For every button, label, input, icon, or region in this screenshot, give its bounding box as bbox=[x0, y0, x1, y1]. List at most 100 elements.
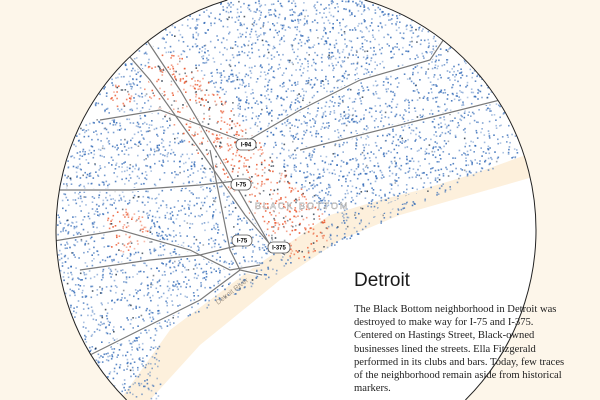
population-dot bbox=[325, 40, 327, 42]
population-dot bbox=[70, 271, 72, 274]
population-dot bbox=[495, 124, 497, 127]
population-dot bbox=[166, 285, 169, 288]
population-dot bbox=[152, 279, 154, 281]
population-dot bbox=[292, 136, 294, 138]
population-dot bbox=[312, 187, 314, 190]
population-dot bbox=[152, 92, 154, 94]
population-dot bbox=[288, 210, 291, 213]
population-dot bbox=[320, 38, 323, 40]
population-dot bbox=[323, 22, 325, 24]
population-dot bbox=[314, 4, 316, 6]
population-dot bbox=[458, 96, 460, 98]
population-dot bbox=[139, 143, 142, 145]
population-dot bbox=[75, 221, 78, 223]
population-dot bbox=[419, 26, 421, 28]
population-dot bbox=[340, 170, 342, 173]
population-dot bbox=[108, 183, 111, 186]
population-dot bbox=[148, 65, 150, 68]
population-dot bbox=[241, 50, 243, 53]
population-dot bbox=[80, 210, 82, 212]
population-dot bbox=[344, 56, 346, 59]
population-dot bbox=[168, 287, 171, 290]
population-dot bbox=[362, 87, 364, 89]
population-dot bbox=[403, 207, 406, 209]
population-dot bbox=[82, 150, 84, 153]
population-dot bbox=[365, 173, 367, 175]
population-dot bbox=[231, 16, 233, 19]
population-dot bbox=[454, 117, 456, 119]
population-dot bbox=[175, 78, 177, 80]
population-dot bbox=[140, 110, 142, 113]
population-dot bbox=[80, 238, 83, 241]
population-dot bbox=[462, 104, 465, 106]
population-dot bbox=[410, 26, 413, 29]
population-dot bbox=[294, 5, 297, 8]
population-dot bbox=[313, 151, 315, 153]
population-dot bbox=[434, 141, 437, 143]
population-dot bbox=[399, 114, 401, 117]
population-dot bbox=[80, 279, 82, 281]
population-dot bbox=[123, 386, 125, 389]
population-dot bbox=[351, 29, 354, 31]
population-dot bbox=[146, 294, 149, 296]
population-dot bbox=[326, 246, 329, 249]
population-dot bbox=[200, 282, 202, 284]
population-dot bbox=[190, 72, 193, 74]
population-dot bbox=[392, 193, 395, 196]
population-dot bbox=[394, 165, 397, 168]
population-dot bbox=[130, 353, 132, 356]
population-dot bbox=[228, 204, 230, 207]
population-dot bbox=[364, 20, 366, 22]
population-dot bbox=[193, 117, 195, 119]
population-dot bbox=[320, 3, 322, 6]
population-dot bbox=[205, 149, 208, 151]
population-dot bbox=[238, 15, 240, 18]
population-dot bbox=[287, 164, 289, 167]
population-dot bbox=[111, 354, 113, 356]
population-dot bbox=[189, 48, 191, 51]
population-dot bbox=[158, 232, 160, 235]
population-dot bbox=[72, 277, 74, 280]
population-dot bbox=[198, 101, 201, 103]
population-dot bbox=[446, 125, 448, 128]
population-dot bbox=[350, 49, 353, 52]
population-dot bbox=[137, 349, 139, 351]
population-dot bbox=[277, 222, 279, 224]
population-dot bbox=[487, 130, 490, 132]
population-dot bbox=[393, 53, 395, 55]
population-dot bbox=[182, 132, 184, 135]
population-dot bbox=[330, 202, 332, 205]
population-dot bbox=[481, 78, 483, 80]
population-dot bbox=[340, 201, 342, 204]
population-dot bbox=[290, 101, 293, 104]
population-dot bbox=[456, 92, 458, 95]
population-dot bbox=[177, 55, 180, 57]
population-dot bbox=[95, 319, 97, 321]
population-dot bbox=[373, 120, 376, 122]
population-dot bbox=[167, 227, 169, 230]
population-dot bbox=[179, 160, 181, 163]
population-dot bbox=[240, 155, 243, 158]
population-dot bbox=[188, 279, 190, 281]
population-dot bbox=[102, 213, 104, 215]
population-dot bbox=[304, 122, 307, 124]
population-dot bbox=[411, 19, 413, 22]
population-dot bbox=[108, 140, 110, 142]
population-dot bbox=[188, 129, 190, 131]
population-dot bbox=[327, 80, 329, 82]
population-dot bbox=[181, 205, 184, 207]
population-dot bbox=[414, 90, 416, 92]
population-dot bbox=[360, 136, 362, 139]
population-dot bbox=[382, 153, 385, 156]
population-dot bbox=[260, 101, 263, 104]
population-dot bbox=[320, 200, 322, 202]
population-dot bbox=[333, 76, 335, 78]
population-dot bbox=[259, 14, 262, 16]
population-dot bbox=[476, 75, 478, 78]
population-dot bbox=[312, 232, 315, 234]
population-dot bbox=[151, 384, 154, 387]
population-dot bbox=[110, 156, 113, 159]
population-dot bbox=[238, 167, 240, 169]
population-dot bbox=[304, 227, 306, 229]
population-dot bbox=[424, 198, 426, 201]
